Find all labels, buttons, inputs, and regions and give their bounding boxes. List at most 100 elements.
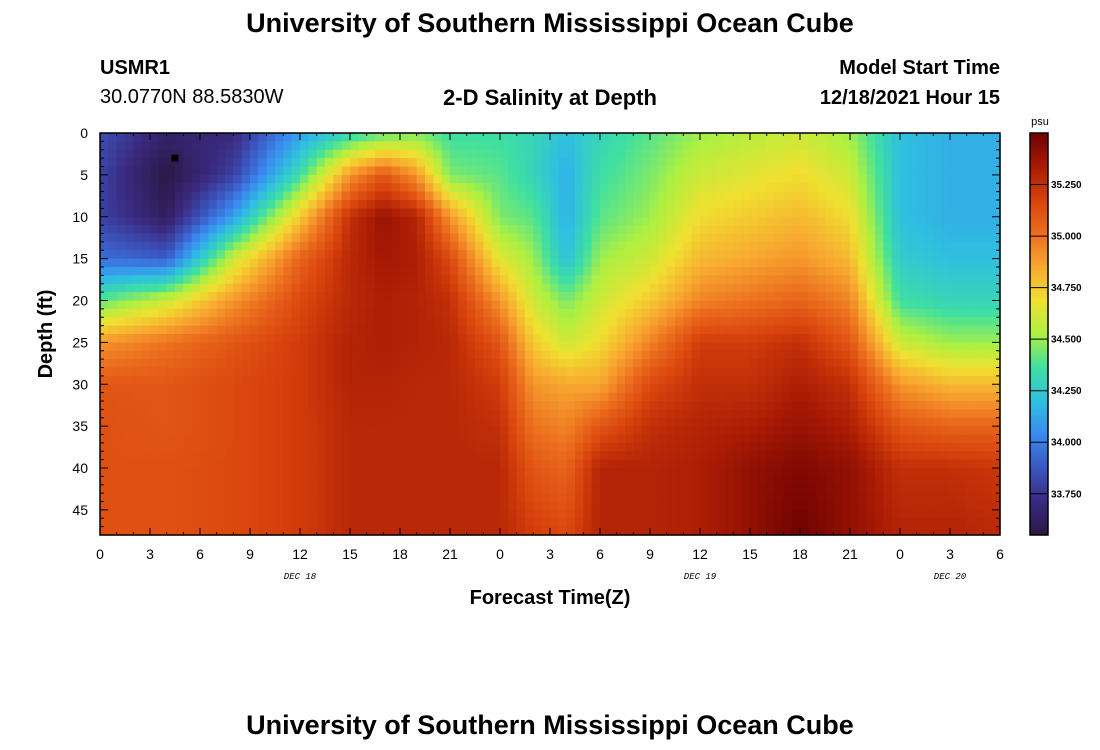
heat-cell	[250, 133, 259, 142]
heat-cell	[600, 509, 609, 519]
heat-cell	[341, 191, 351, 201]
heat-cell	[150, 300, 159, 310]
heat-cell	[350, 493, 359, 503]
heat-cell	[808, 509, 818, 519]
heat-cell	[833, 434, 843, 444]
heat-cell	[958, 417, 968, 427]
heat-cell	[441, 501, 451, 511]
heat-cell	[433, 216, 443, 226]
heat-cell	[500, 241, 509, 251]
heat-cell	[808, 459, 818, 469]
heat-cell	[258, 317, 268, 327]
heat-cell	[216, 267, 226, 276]
heat-cell	[300, 250, 309, 260]
heat-cell	[700, 208, 709, 218]
heat-cell	[466, 468, 476, 477]
heat-cell	[775, 350, 784, 360]
heat-cell	[441, 526, 451, 536]
heat-cell	[683, 267, 693, 276]
heat-cell	[758, 526, 768, 536]
heat-cell	[166, 476, 176, 486]
heat-cell	[366, 476, 376, 486]
heat-cell	[575, 174, 584, 184]
heat-cell	[416, 501, 426, 511]
heat-cell	[766, 426, 776, 436]
heat-cell	[575, 468, 584, 477]
heat-cell	[633, 526, 643, 536]
heat-cell	[841, 183, 851, 193]
heat-cell	[350, 526, 359, 536]
heat-cell	[100, 317, 109, 327]
heat-cell	[800, 442, 809, 452]
heat-cell	[666, 308, 676, 318]
heat-cell	[466, 325, 476, 335]
heat-cell	[141, 451, 151, 461]
heat-cell	[425, 166, 434, 176]
heat-cell	[616, 518, 626, 528]
heat-cell	[558, 174, 568, 184]
heat-cell	[200, 250, 209, 260]
heat-cell	[450, 208, 459, 218]
heat-cell	[108, 241, 118, 251]
heat-cell	[850, 233, 859, 243]
heat-cell	[350, 241, 359, 251]
heat-cell	[741, 275, 751, 285]
heat-cell	[700, 501, 709, 511]
heat-cell	[525, 442, 534, 452]
heat-cell	[891, 325, 901, 335]
heat-cell	[608, 158, 618, 168]
heat-cell	[108, 225, 118, 235]
heat-cell	[375, 191, 384, 201]
heat-cell	[325, 426, 334, 436]
heat-cell	[533, 367, 543, 377]
heat-cell	[150, 426, 159, 436]
heat-cell	[291, 141, 301, 151]
heat-cell	[958, 359, 968, 369]
heat-cell	[633, 342, 643, 352]
heat-cell	[733, 526, 743, 536]
heat-cell	[141, 317, 151, 327]
heat-cell	[783, 451, 793, 461]
heat-cell	[383, 426, 393, 436]
heat-cell	[558, 417, 568, 427]
heat-cell	[116, 133, 126, 142]
heat-cell	[366, 267, 376, 276]
heat-cell	[858, 342, 868, 352]
heat-cell	[183, 359, 193, 369]
heat-cell	[383, 233, 393, 243]
heat-cell	[783, 526, 793, 536]
heat-cell	[325, 442, 334, 452]
heat-cell	[441, 476, 451, 486]
heat-cell	[208, 426, 218, 436]
heat-cell	[275, 468, 284, 477]
heat-cell	[833, 426, 843, 436]
heat-cell	[733, 300, 743, 310]
heat-cell	[258, 434, 268, 444]
heat-cell	[158, 275, 168, 285]
heat-cell	[650, 241, 659, 251]
heat-cell	[850, 375, 859, 385]
heat-cell	[225, 375, 234, 385]
heat-cell	[358, 149, 368, 159]
heat-cell	[958, 267, 968, 276]
heat-cell	[275, 233, 284, 243]
heat-cell	[491, 409, 501, 419]
heat-cell	[958, 468, 968, 477]
heat-cell	[225, 300, 234, 310]
heat-cell	[800, 476, 809, 486]
heat-cell	[833, 451, 843, 461]
heat-cell	[200, 468, 209, 477]
heat-cell	[733, 200, 743, 209]
heat-cell	[758, 434, 768, 444]
heat-cell	[858, 241, 868, 251]
heat-cell	[725, 267, 734, 276]
heat-cell	[741, 392, 751, 402]
heat-cell	[275, 275, 284, 285]
heat-cell	[808, 300, 818, 310]
heat-cell	[600, 359, 609, 369]
heat-cell	[100, 476, 109, 486]
heat-cell	[116, 459, 126, 469]
heat-cell	[908, 334, 918, 343]
heat-cell	[775, 275, 784, 285]
heat-cell	[850, 300, 859, 310]
